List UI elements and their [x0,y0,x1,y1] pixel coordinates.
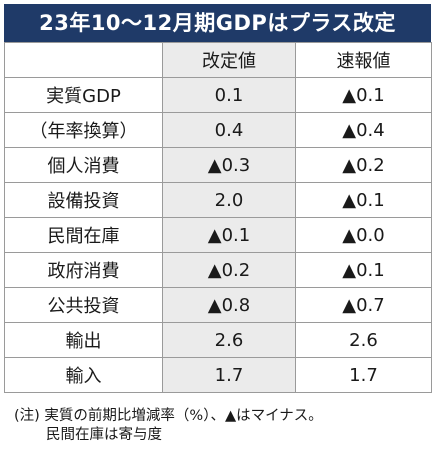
row-label: 設備投資 [4,182,163,218]
figure-title: 23年10〜12月期GDPはプラス改定 [4,4,431,42]
table-row: 政府消費 ▲0.2 ▲0.1 [4,252,432,288]
row-label: 輸出 [4,322,163,358]
revised-value: ▲0.2 [162,252,296,288]
table-row: 輸出 2.6 2.6 [4,322,432,358]
revised-value: ▲0.3 [162,147,296,183]
footnote-line-2: 民間在庫は寄与度 [46,427,162,443]
row-label: 政府消費 [4,252,163,288]
table-row: 実質GDP 0.1 ▲0.1 [4,77,432,113]
preliminary-value: ▲0.7 [295,287,432,323]
footnote: (注) 実質の前期比増減率（%）、▲はマイナス。 民間在庫は寄与度 [14,407,429,445]
preliminary-value: ▲0.1 [295,182,432,218]
revised-value: 1.7 [162,357,296,393]
row-label: 実質GDP [4,77,163,113]
header-preliminary: 速報値 [295,42,432,78]
revised-value: 0.1 [162,77,296,113]
gdp-table: 改定値 速報値 実質GDP 0.1 ▲0.1 （年率換算） 0.4 ▲0.4 個… [4,42,432,393]
preliminary-value: 1.7 [295,357,432,393]
row-label: 輸入 [4,357,163,393]
preliminary-value: ▲0.0 [295,217,432,253]
table-header-row: 改定値 速報値 [4,42,432,78]
preliminary-value: 2.6 [295,322,432,358]
preliminary-value: ▲0.1 [295,252,432,288]
row-label: 民間在庫 [4,217,163,253]
row-label: 個人消費 [4,147,163,183]
table-row: 公共投資 ▲0.8 ▲0.7 [4,287,432,323]
header-revised: 改定値 [162,42,296,78]
preliminary-value: ▲0.1 [295,77,432,113]
revised-value: ▲0.1 [162,217,296,253]
revised-value: 0.4 [162,112,296,148]
revised-value: ▲0.8 [162,287,296,323]
preliminary-value: ▲0.4 [295,112,432,148]
revised-value: 2.0 [162,182,296,218]
preliminary-value: ▲0.2 [295,147,432,183]
revised-value: 2.6 [162,322,296,358]
table-row: 個人消費 ▲0.3 ▲0.2 [4,147,432,183]
footnote-line-1: (注) 実質の前期比増減率（%）、▲はマイナス。 [14,408,323,424]
row-label: 公共投資 [4,287,163,323]
table-row: 輸入 1.7 1.7 [4,357,432,393]
table-row: （年率換算） 0.4 ▲0.4 [4,112,432,148]
header-label [4,42,163,78]
table-row: 設備投資 2.0 ▲0.1 [4,182,432,218]
table-row: 民間在庫 ▲0.1 ▲0.0 [4,217,432,253]
row-label: （年率換算） [4,112,163,148]
